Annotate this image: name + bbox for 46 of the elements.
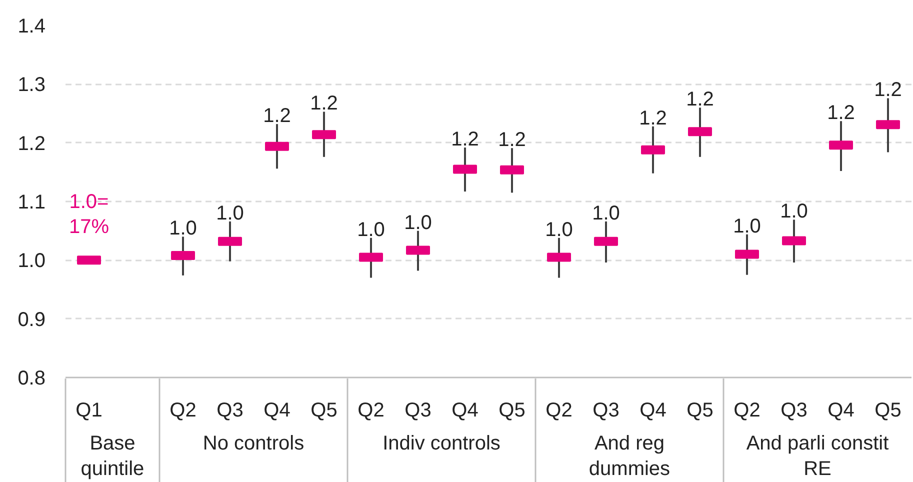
y-tick-label: 1.4: [18, 16, 46, 38]
text: And parli constit RE: [746, 432, 890, 480]
x-tick-label: Q2: [358, 400, 384, 422]
y-tick-label: 1.0: [18, 250, 46, 272]
y-tick-label: 0.8: [18, 368, 46, 390]
data-label: 1.2: [498, 129, 526, 152]
x-tick-label: Q3: [216, 400, 244, 422]
x-tick-label: Q4: [828, 400, 854, 422]
y-tick-label: 0.9: [18, 308, 46, 331]
data-label: 1.0: [592, 202, 620, 224]
data-label: 1.0: [357, 218, 385, 241]
data-label: 1.2: [639, 107, 667, 130]
y-tick-label: 1.2: [18, 132, 46, 155]
x-tick-label: Q1: [76, 400, 102, 422]
text: No controls: [202, 432, 304, 454]
x-tick-label: Q5: [310, 400, 338, 422]
data-label: 1.0: [216, 202, 244, 224]
text: Base quintile: [80, 432, 144, 480]
x-tick-label: Q4: [452, 400, 478, 422]
text: Indiv controls: [382, 432, 500, 454]
x-tick-label: Q3: [404, 400, 432, 422]
data-label: 1.0: [404, 212, 432, 234]
data-label: 1.2: [451, 128, 479, 151]
x-tick-label: Q5: [686, 400, 714, 422]
data-label: 1.0: [545, 218, 573, 241]
x-tick-label: Q5: [874, 400, 902, 422]
x-tick-label: Q3: [592, 400, 620, 422]
data-label: 1.2: [686, 88, 714, 111]
data-label: 1.2: [263, 105, 291, 128]
x-tick-label: Q3: [780, 400, 808, 422]
data-label: 1.0: [169, 218, 197, 240]
data-label: 1.2: [310, 92, 338, 115]
x-tick-label: Q2: [734, 400, 760, 422]
x-tick-label: Q4: [264, 400, 290, 422]
data-label: 1.2: [827, 102, 855, 124]
x-tick-label: Q5: [498, 400, 526, 422]
text: And reg dummies: [588, 432, 670, 480]
x-tick-label: Q2: [546, 400, 572, 422]
x-tick-label: Q2: [170, 400, 196, 422]
annotation: 1.0= 17%: [68, 190, 110, 238]
y-tick-label: 1.3: [18, 74, 46, 96]
x-tick-label: Q4: [640, 400, 666, 422]
data-label: 1.0: [780, 200, 808, 223]
data-label: 1.0: [733, 215, 761, 238]
data-label: 1.2: [874, 79, 902, 102]
y-tick-label: 1.1: [18, 192, 46, 214]
